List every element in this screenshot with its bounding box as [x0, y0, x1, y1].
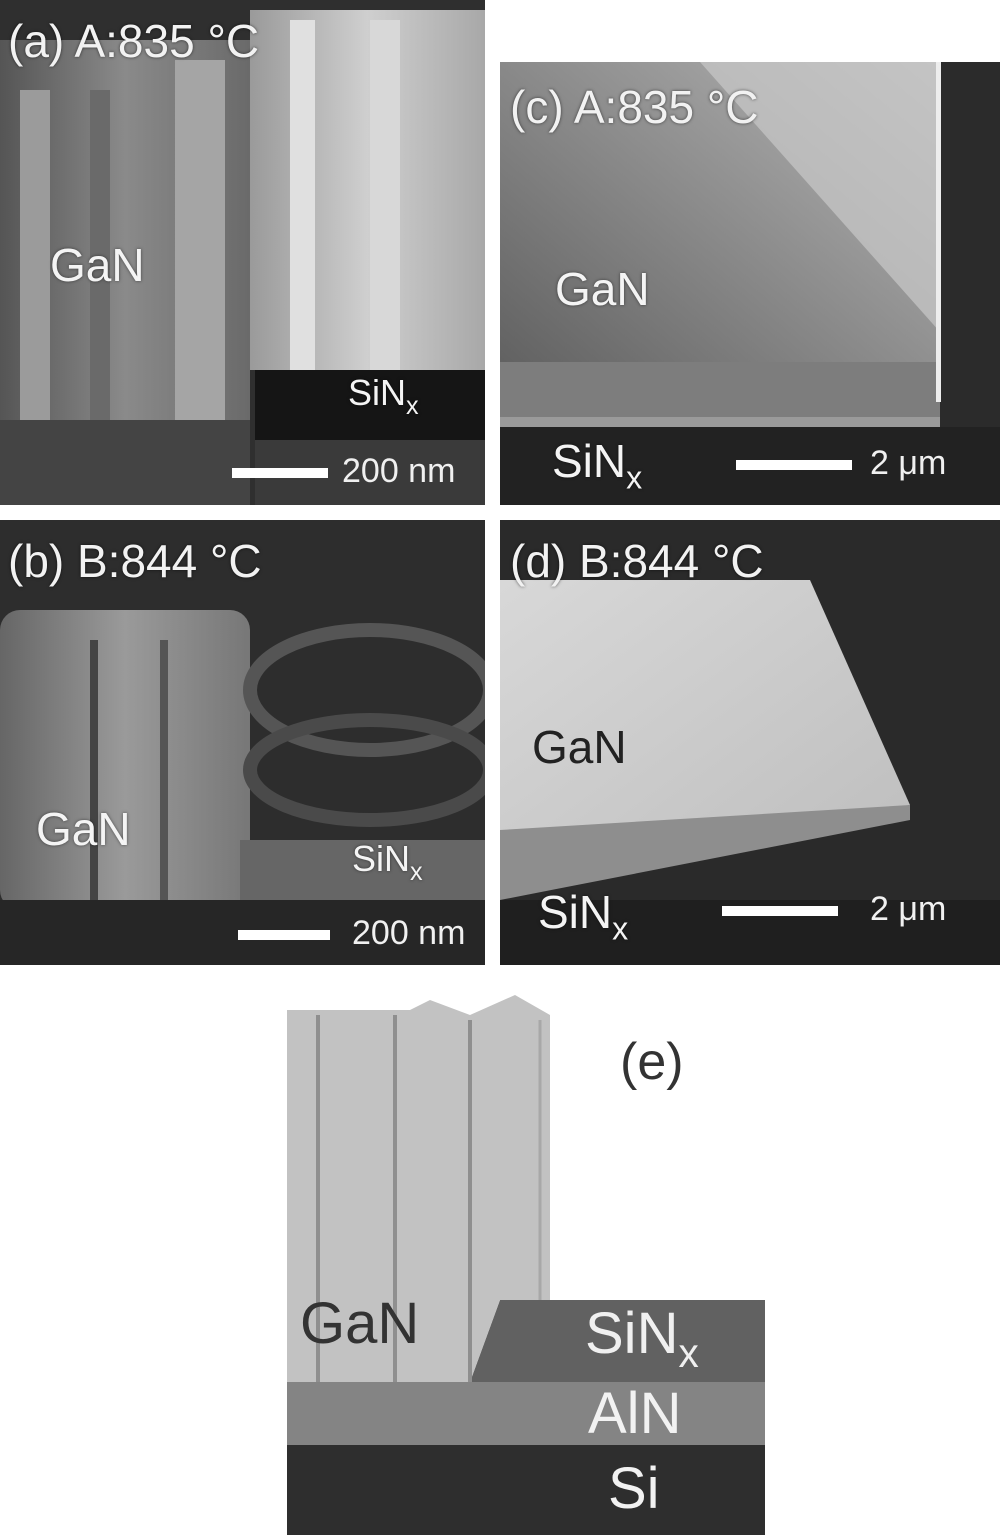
panel-d-sinx-label: SiNx	[538, 886, 629, 947]
panel-b-scale-bar	[238, 930, 330, 940]
panel-d-scale-text: 2 μm	[870, 890, 947, 928]
panel-d-scale-bar	[722, 906, 838, 916]
sinx-layer	[470, 1300, 765, 1382]
panel-e-sinx-label: SiNx	[585, 1301, 699, 1377]
panel-a-scale-text: 200 nm	[342, 452, 456, 490]
sem-panel-b: (b) B:844 °C GaN SiNx 200 nm	[0, 520, 485, 965]
panel-c-label: (c) A:835 °C	[510, 81, 759, 133]
sem-image-a	[0, 0, 485, 505]
panel-b-sinx-label: SiNx	[352, 838, 423, 886]
panel-c-gan-label: GaN	[555, 263, 650, 315]
panel-a-label: (a) A:835 °C	[8, 15, 260, 67]
panel-e-label: (e)	[620, 1033, 684, 1091]
panel-b-scale-text: 200 nm	[352, 914, 466, 952]
panel-c-scale-text: 2 μm	[870, 444, 947, 482]
panel-a-sinx-label: SiNx	[348, 372, 419, 420]
sem-image-c	[500, 62, 1000, 505]
sem-panel-c: (c) A:835 °C GaN SiNx 2 μm	[500, 62, 1000, 505]
panel-e-si-label: Si	[608, 1456, 660, 1521]
panel-e-gan-label: GaN	[300, 1291, 420, 1356]
sem-image-b	[0, 520, 485, 965]
layer-schematic	[287, 995, 765, 1535]
panel-d-label: (d) B:844 °C	[510, 535, 764, 587]
panel-e-aln-label: AlN	[588, 1381, 682, 1446]
gan-layer	[287, 995, 550, 1382]
panel-c-scale-bar	[736, 460, 852, 470]
si-layer	[287, 1445, 765, 1535]
panel-a-scale-bar	[232, 468, 328, 478]
aln-layer	[287, 1382, 765, 1445]
panel-d-gan-label: GaN	[532, 721, 627, 773]
panel-a-gan-label: GaN	[50, 239, 145, 291]
schematic-panel-e: (e) GaN SiNx AlN Si	[0, 970, 1000, 1535]
sem-panel-d: (d) B:844 °C GaN SiNx 2 μm	[500, 520, 1000, 965]
panel-b-gan-label: GaN	[36, 803, 131, 855]
sem-panel-a: (a) A:835 °C GaN SiNx 200 nm	[0, 0, 485, 505]
sem-image-d	[500, 520, 1000, 965]
panel-b-label: (b) B:844 °C	[8, 535, 262, 587]
panel-c-sinx-label: SiNx	[552, 435, 643, 496]
